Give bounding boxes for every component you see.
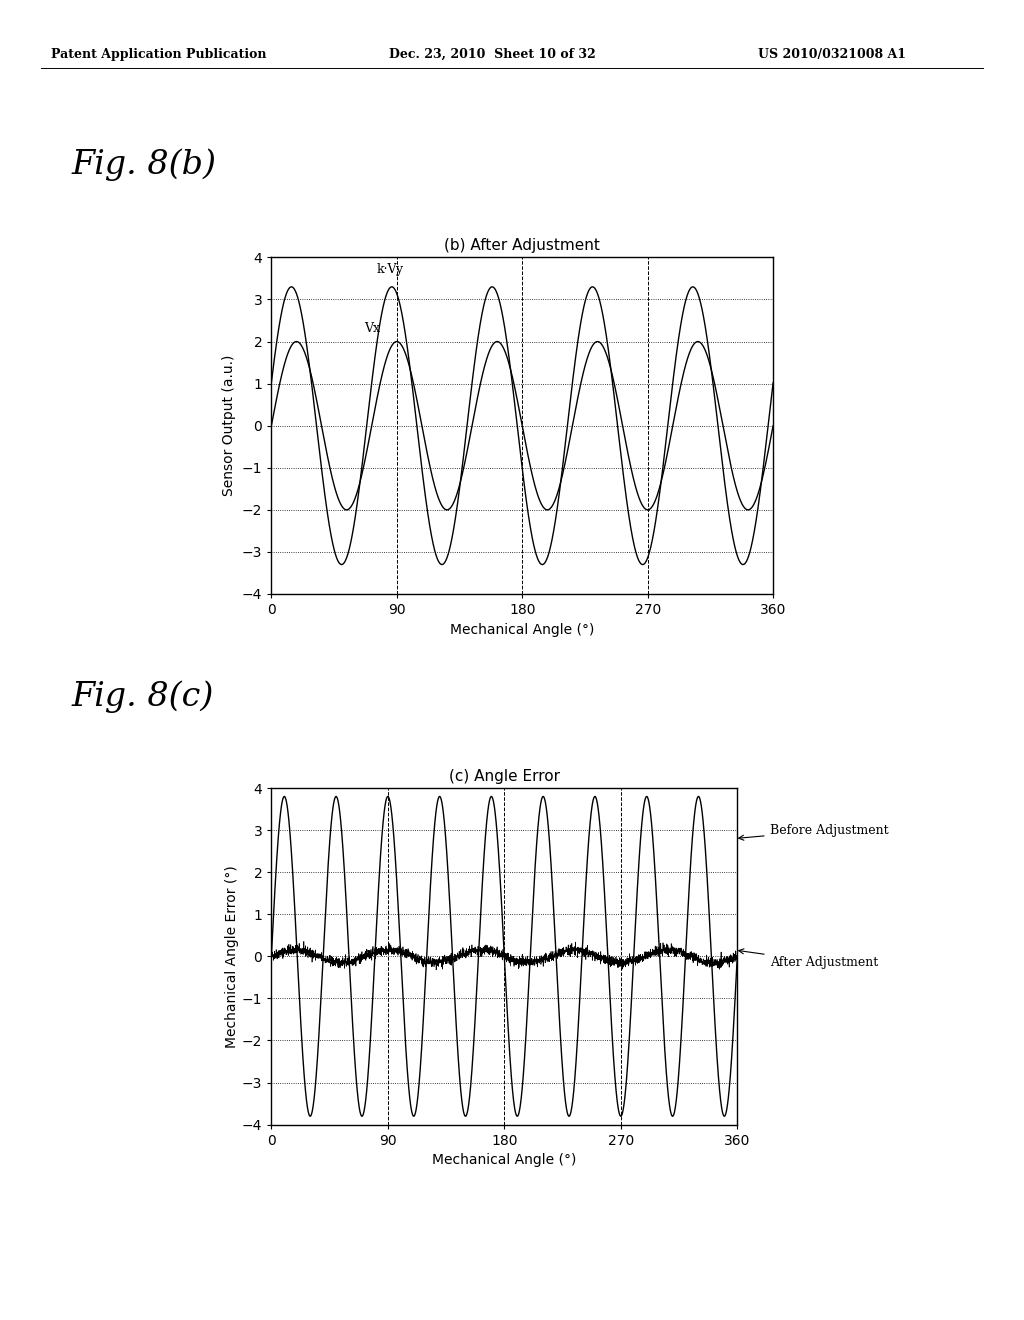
Text: Fig. 8(c): Fig. 8(c) (72, 680, 214, 713)
X-axis label: Mechanical Angle (°): Mechanical Angle (°) (432, 1154, 577, 1167)
Text: Dec. 23, 2010  Sheet 10 of 32: Dec. 23, 2010 Sheet 10 of 32 (389, 48, 596, 61)
Text: Before Adjustment: Before Adjustment (738, 824, 888, 841)
Title: (b) After Adjustment: (b) After Adjustment (444, 239, 600, 253)
Y-axis label: Sensor Output (a.u.): Sensor Output (a.u.) (222, 355, 237, 496)
Text: After Adjustment: After Adjustment (738, 949, 878, 969)
Y-axis label: Mechanical Angle Error (°): Mechanical Angle Error (°) (225, 865, 239, 1048)
Text: US 2010/0321008 A1: US 2010/0321008 A1 (758, 48, 906, 61)
Text: Patent Application Publication: Patent Application Publication (51, 48, 266, 61)
Text: k·Vy: k·Vy (376, 263, 403, 276)
Title: (c) Angle Error: (c) Angle Error (449, 770, 560, 784)
Text: Fig. 8(b): Fig. 8(b) (72, 148, 217, 181)
Text: Vx: Vx (364, 322, 380, 335)
X-axis label: Mechanical Angle (°): Mechanical Angle (°) (451, 623, 594, 636)
